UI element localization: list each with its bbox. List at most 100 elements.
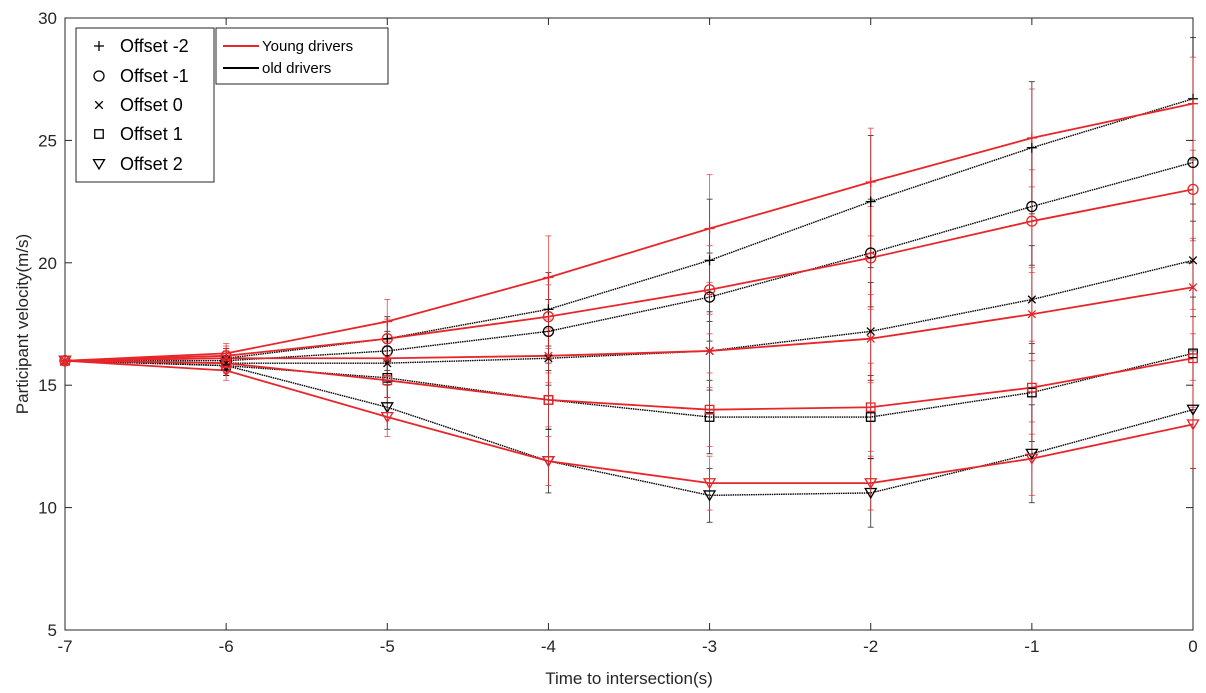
data-point-square (1188, 353, 1198, 364)
data-point-square-box (704, 412, 715, 422)
data-point-triangle-down-tri (1186, 404, 1200, 416)
data-point-triangle-down (541, 456, 556, 468)
y-tick-label: 10 (38, 499, 57, 518)
data-point-plus (865, 177, 876, 188)
data-point-circle-ring (1187, 183, 1199, 196)
data-point-triangle-down (864, 478, 878, 490)
color-legend: Young drivers old drivers (215, 27, 389, 85)
data-point-plus (221, 348, 232, 359)
data-point-circle (1187, 156, 1199, 169)
data-point-circle (703, 291, 716, 303)
data-point-plus (704, 255, 715, 266)
marker-legend-label-offset-2: Offset 2 (120, 154, 183, 174)
data-markers (58, 93, 1200, 502)
data-point-circle-ring (381, 345, 393, 357)
data-point-plus (543, 272, 554, 283)
legend-marker-square (94, 129, 104, 139)
x-tick-label: -2 (863, 637, 878, 656)
data-point-circle (542, 311, 555, 323)
data-point-circle (542, 325, 555, 337)
data-point-plus (704, 223, 715, 234)
series-line (64, 259, 1194, 364)
data-point-circle (381, 333, 393, 345)
data-point-cross-d2 (1188, 283, 1198, 292)
data-point-plus (1188, 98, 1198, 109)
data-point-circle (703, 284, 716, 296)
series-lines (64, 98, 1194, 497)
data-point-circle (1026, 215, 1038, 227)
data-point-square-box (1026, 382, 1037, 393)
x-tick-label: -4 (541, 637, 556, 656)
x-tick-label: -1 (1024, 637, 1039, 656)
data-point-circle (1026, 200, 1038, 213)
data-point-triangle-down-tri (219, 365, 233, 377)
plot-area-border (64, 17, 1194, 631)
marker-legend: Offset -2 Offset -1 Offset 0 Offset 1 Of… (75, 27, 215, 183)
legend-marker-triangle-down-tri (92, 158, 106, 171)
series-line (64, 352, 1194, 418)
data-point-plus (865, 196, 876, 207)
x-tick-label: -5 (380, 637, 395, 656)
data-point-cross-d2 (866, 334, 875, 343)
data-point-square-box (382, 375, 393, 386)
data-point-square-box (543, 394, 554, 405)
data-point-triangle-down-tri (58, 355, 72, 367)
x-tick-label: -7 (57, 637, 72, 656)
data-point-triangle-down (58, 355, 72, 367)
x-tick-label: -3 (702, 637, 717, 656)
data-point-triangle-down-tri (1025, 453, 1039, 465)
data-point-circle-ring (220, 350, 232, 362)
data-point-square (1026, 382, 1037, 393)
series-line (64, 359, 1194, 485)
data-point-triangle-down (380, 402, 394, 414)
series-line (64, 98, 1194, 362)
data-point-plus (1026, 142, 1037, 153)
y-tick-label: 25 (38, 131, 57, 150)
data-point-triangle-down (1186, 404, 1200, 416)
x-axis-title: Time to intersection(s) (545, 669, 713, 688)
data-point-plus (543, 304, 554, 315)
series-line (64, 357, 1194, 411)
marker-legend-label-offset-m2: Offset -2 (120, 36, 189, 56)
series-line (64, 360, 1194, 497)
data-point-square-box (221, 358, 232, 369)
legend-marker-cross-d2 (94, 100, 104, 110)
series-line (64, 286, 1194, 362)
axes: -7 -6 -5 -4 -3 -2 -1 0 5 10 15 20 25 30 (38, 9, 1198, 656)
data-point-cross (705, 346, 714, 356)
data-point-circle (1187, 183, 1199, 196)
x-tick-label: -6 (219, 637, 234, 656)
data-point-circle (220, 350, 232, 362)
data-point-cross-d2 (544, 351, 553, 361)
data-point-triangle-down (702, 490, 717, 502)
data-point-triangle-down-tri (864, 478, 878, 490)
legend-marker-circle (93, 70, 105, 82)
y-tick-label: 20 (38, 254, 57, 273)
series-line (64, 188, 1194, 362)
data-point-square (382, 375, 393, 386)
data-point-triangle-down (1186, 419, 1200, 431)
legend-marker-square-box (94, 129, 104, 139)
data-point-circle-ring (1187, 156, 1199, 169)
data-point-triangle-down-tri (1186, 419, 1200, 431)
y-axis-title: Participant velocity(m/s) (13, 234, 32, 414)
data-point-cross-d2 (383, 354, 392, 363)
data-point-triangle-down (1025, 453, 1039, 465)
data-point-cross (60, 356, 70, 365)
data-point-triangle-down (702, 478, 717, 490)
data-point-cross-d2 (705, 346, 714, 356)
data-point-triangle-down-tri (380, 402, 394, 414)
data-point-cross (866, 327, 875, 336)
legend-marker-circle-ring (93, 70, 105, 82)
data-point-cross (1027, 295, 1037, 304)
data-point-circle-ring (1026, 215, 1038, 227)
legend-marker-triangle-down (92, 158, 106, 171)
data-point-circle (865, 252, 877, 264)
data-point-cross-d2 (1027, 309, 1037, 319)
data-point-cross-d2 (60, 356, 70, 365)
data-point-circle-ring (542, 325, 555, 337)
data-point-triangle-down-tri (702, 478, 717, 490)
color-legend-label-young: Young drivers (262, 38, 353, 55)
data-point-circle-ring (1026, 200, 1038, 213)
